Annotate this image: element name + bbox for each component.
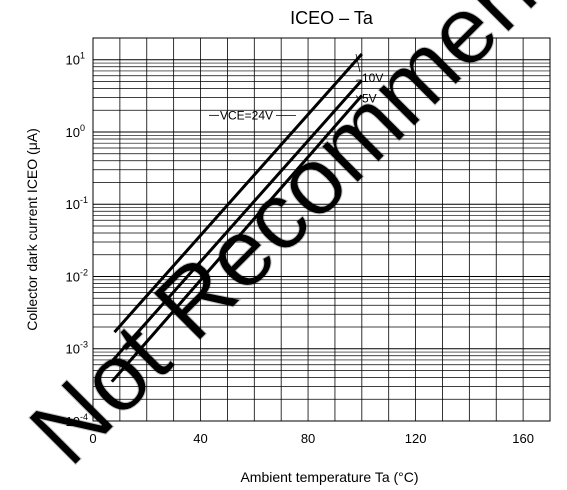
y-tick-exponent: -4 [80, 412, 88, 422]
series-label: 10V [362, 71, 383, 85]
chart-grid [93, 38, 550, 421]
x-tick-label: 120 [405, 431, 427, 446]
x-tick-label: 160 [512, 431, 534, 446]
x-axis-label: Ambient temperature Ta (°C) [240, 469, 418, 485]
y-tick-exponent: -2 [80, 267, 88, 277]
series-label: VCE=24V [220, 108, 273, 122]
series-line [105, 79, 363, 369]
y-tick-label: 10 [66, 125, 80, 140]
x-tick-label: 80 [301, 431, 315, 446]
y-tick-label: 10 [66, 269, 80, 284]
series-label: 5V [362, 92, 377, 106]
plot-frame [92, 37, 551, 422]
y-tick-label: 10 [66, 414, 80, 429]
chart-title: ICEO – Ta [290, 8, 374, 28]
y-tick-label: 10 [66, 342, 80, 357]
y-axis-label: Collector dark current ICEO (μA) [24, 128, 40, 331]
y-tick-label: 10 [66, 53, 80, 68]
y-tick-exponent: -1 [80, 195, 88, 205]
series-line [110, 94, 363, 383]
x-tick-label: 0 [89, 431, 96, 446]
y-tick-exponent: 1 [80, 51, 85, 61]
series-lines [105, 53, 363, 383]
x-tick-label: 40 [193, 431, 207, 446]
series-label-leader [355, 95, 361, 100]
series-line [113, 53, 363, 334]
y-tick-label: 10 [66, 197, 80, 212]
series-label-leader [355, 53, 361, 73]
y-tick-exponent: 0 [80, 123, 85, 133]
y-tick-exponent: -3 [80, 340, 88, 350]
series-labels: VCE=24V 10V 5V [209, 53, 383, 122]
